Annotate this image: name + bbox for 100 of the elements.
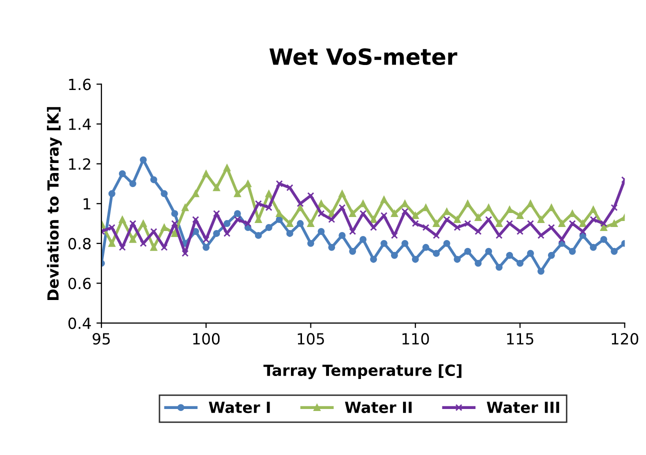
point [548,204,555,212]
point [160,244,168,251]
point [390,210,398,218]
point [380,212,388,220]
point [338,190,346,198]
point [129,236,136,243]
point [307,192,314,200]
x-tick-label: 95 [92,333,110,345]
point [506,252,514,259]
point [516,212,524,220]
legend-label: Water I [208,402,270,414]
point [318,200,325,208]
point [338,204,346,212]
point [558,220,566,227]
point [234,210,241,218]
point [286,184,294,192]
point [380,196,388,204]
point [150,244,158,251]
point [401,208,408,216]
point [516,228,524,235]
point [224,230,230,237]
point [610,248,618,255]
y-axis-title: Deviation to Tarray [K] [46,107,62,300]
point [140,220,147,227]
point [464,248,472,255]
point [192,216,200,224]
point [171,230,178,237]
point [443,216,450,224]
point [590,244,597,251]
point [422,244,430,251]
x-tick-label: 105 [298,333,324,345]
point [171,210,178,218]
point [474,260,482,267]
point [307,240,314,247]
chart-title: Wet VoS-meter [269,48,458,66]
point [318,228,325,235]
point [296,220,304,227]
point [108,224,116,231]
point [296,200,304,208]
point [370,224,377,231]
point [150,228,158,235]
point [108,240,116,247]
x-tick-label: 110 [402,333,429,345]
point [548,252,555,259]
point [224,220,230,227]
point [349,248,356,255]
point [234,216,241,224]
point [610,220,618,227]
point [506,220,514,227]
point [422,224,430,231]
x-tick-label: 115 [507,333,534,345]
point [328,216,336,224]
point [506,206,514,214]
point [600,220,608,227]
point [610,204,618,212]
point [349,210,356,218]
point [474,214,482,222]
point [202,236,210,243]
point [360,200,367,208]
point [118,216,126,224]
point [412,212,419,220]
point [307,220,314,227]
point [202,244,210,251]
y-tick-label: 0.8 [68,238,91,250]
point [443,208,450,216]
y-tick-label: 0.4 [68,318,91,330]
point [265,204,272,212]
point [390,252,398,259]
point [579,228,586,235]
point [192,190,200,198]
point [443,240,450,247]
point [244,180,252,188]
point [276,210,283,218]
point [568,220,576,227]
point [454,224,461,231]
point [328,244,336,251]
x-tick-label: 100 [193,333,220,345]
y-tick-label: 1.4 [69,118,91,130]
point [590,206,597,214]
point [527,200,534,208]
point [244,220,252,227]
point [485,204,492,212]
point [432,232,440,239]
point [600,224,608,231]
point [182,204,189,212]
point [182,250,189,257]
point [140,156,147,164]
point [338,232,346,239]
point [600,236,608,243]
point [276,216,283,224]
point [590,216,597,224]
point [454,216,461,224]
y-tick-label: 0.6 [68,278,91,290]
point [548,224,555,231]
point [454,256,461,263]
point [213,210,220,218]
point [129,180,136,188]
point [234,190,241,198]
y-tick-label: 1.2 [69,158,90,170]
x-tick-label: 120 [612,333,638,345]
